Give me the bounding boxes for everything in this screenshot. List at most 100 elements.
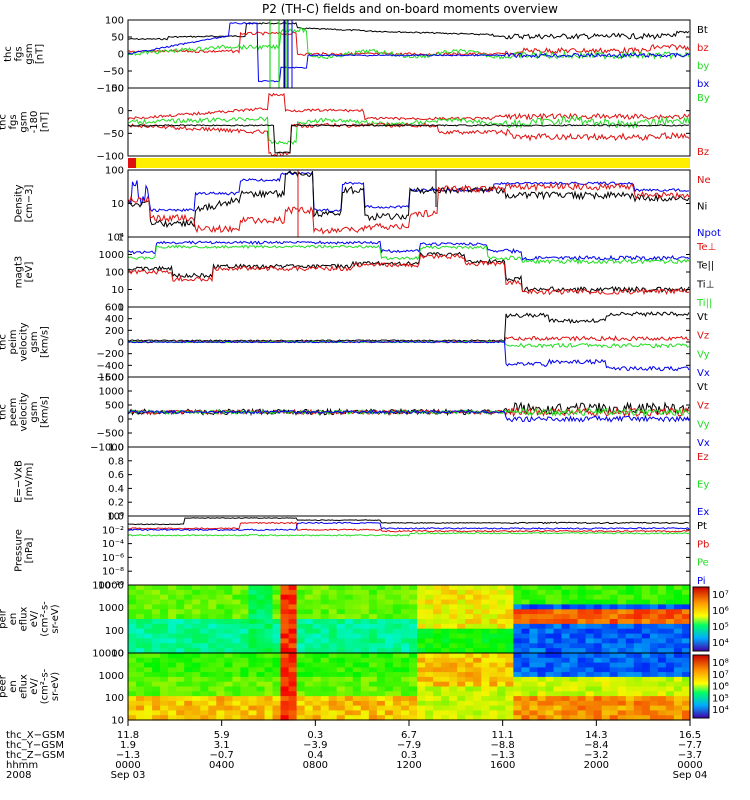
- heat-peer-cell: [272, 662, 282, 668]
- legend-Te⊥: Te⊥: [696, 242, 716, 253]
- heat-peer-cell: [144, 681, 153, 688]
- heat-peir-cell: [481, 628, 490, 635]
- heat-peer-cell: [192, 653, 201, 659]
- heat-peir-cell: [497, 643, 506, 649]
- heat-peir-cell: [617, 594, 627, 601]
- heat-peir-cell: [296, 589, 306, 596]
- heat-peer-cell: [481, 676, 490, 683]
- heat-peir-cell: [248, 604, 257, 610]
- heat-peer-cell: [561, 672, 571, 678]
- heat-peir-cell: [609, 638, 619, 644]
- heat-peir-cell: [673, 614, 683, 620]
- heat-peir-cell: [376, 643, 386, 649]
- heat-peer-cell: [200, 676, 209, 683]
- ytick-label: −200: [97, 349, 124, 360]
- heat-peer-cell: [208, 691, 217, 697]
- heat-peir-cell: [280, 648, 290, 654]
- heat-peir-cell: [224, 628, 233, 635]
- heat-peer-cell: [256, 672, 266, 678]
- heat-peer-cell: [505, 676, 514, 683]
- heat-peir-cell: [417, 599, 426, 606]
- series-Tiperp: [127, 240, 690, 261]
- heat-peir-cell: [184, 599, 193, 606]
- series-bz: [127, 31, 690, 59]
- heat-peir-cell: [312, 628, 322, 635]
- ytick-label: 200: [105, 326, 124, 337]
- heat-peir-cell: [352, 643, 362, 649]
- heat-peer-cell: [441, 715, 450, 721]
- heat-peer-cell: [280, 657, 290, 664]
- heat-peer-cell: [224, 710, 233, 716]
- heat-peir-cell: [553, 589, 563, 596]
- heat-peer-cell: [152, 653, 161, 659]
- panel-ylabel: E=−VxB [mV/m]: [13, 460, 35, 503]
- heat-peer-cell: [360, 681, 370, 688]
- heat-peer-cell: [425, 710, 434, 716]
- heat-peir-cell: [553, 619, 563, 625]
- heat-peer-cell: [176, 691, 185, 697]
- ylabel-line: [cm−3]: [24, 185, 35, 223]
- heat-peer-cell: [537, 705, 547, 711]
- heat-peer-cell: [625, 681, 635, 688]
- heat-peir-cell: [232, 589, 241, 596]
- heat-peir-cell: [577, 633, 587, 640]
- heat-peir-cell: [417, 594, 426, 601]
- ylabel-line: Pressure: [13, 529, 24, 572]
- heat-peir-cell: [304, 609, 314, 615]
- legend-Npot: Npot: [697, 228, 721, 239]
- heat-peir-cell: [200, 643, 209, 649]
- heat-peer-cell: [489, 715, 498, 721]
- heat-peer-cell: [682, 686, 691, 692]
- heat-peer-cell: [320, 672, 330, 678]
- colorbar-label: 10⁶: [712, 682, 729, 693]
- heat-peir-cell: [529, 599, 538, 606]
- heat-peer-cell: [128, 691, 137, 697]
- heat-peer-cell: [497, 705, 506, 711]
- heat-peer-cell: [401, 667, 410, 673]
- heat-peir-cell: [609, 633, 619, 640]
- heat-peer-cell: [409, 715, 418, 721]
- heat-peer-cell: [537, 676, 547, 683]
- heat-peer-cell: [641, 686, 651, 692]
- heat-peir-cell: [280, 623, 290, 630]
- heat-peer-cell: [529, 676, 538, 683]
- heat-peer-cell: [144, 705, 153, 711]
- heat-peer-cell: [376, 657, 386, 664]
- heat-peir-cell: [352, 604, 362, 610]
- heat-peer-cell: [256, 653, 266, 659]
- heat-peir-cell: [288, 589, 298, 596]
- heat-peer-cell: [328, 715, 338, 721]
- heat-peer-cell: [152, 676, 161, 683]
- heat-peer-cell: [208, 700, 217, 707]
- heat-peer-cell: [200, 657, 209, 664]
- heat-peir-cell: [641, 638, 651, 644]
- heat-peer-cell: [553, 715, 563, 721]
- heat-peir-cell: [360, 599, 370, 606]
- heat-peer-cell: [152, 681, 161, 688]
- ytick-label: 0: [118, 338, 124, 349]
- heat-peir-cell: [272, 623, 282, 630]
- ytick-label: −50: [103, 129, 124, 140]
- heat-peer-cell: [264, 691, 274, 697]
- heat-peer-cell: [409, 657, 418, 664]
- heat-peer-cell: [368, 657, 378, 664]
- heat-peir-cell: [465, 609, 474, 615]
- heat-peer-cell: [256, 691, 266, 697]
- heat-peer-cell: [673, 686, 683, 692]
- heat-peer-cell: [328, 681, 338, 688]
- series-Pt: [127, 517, 690, 526]
- heat-peir-cell: [585, 648, 595, 654]
- series-Bz: [127, 122, 690, 157]
- heat-peir-cell: [505, 628, 514, 635]
- heat-peir-cell: [376, 628, 386, 635]
- heat-peer-cell: [425, 667, 434, 673]
- heat-peer-cell: [585, 676, 595, 683]
- heat-peir-cell: [208, 599, 217, 606]
- heat-peir-cell: [457, 643, 466, 649]
- heat-peir-cell: [585, 589, 595, 596]
- heat-peer-cell: [609, 696, 619, 702]
- heat-peer-cell: [264, 657, 274, 664]
- heat-peir-cell: [449, 585, 458, 591]
- heat-peer-cell: [577, 676, 587, 683]
- heat-peer-cell: [208, 686, 217, 692]
